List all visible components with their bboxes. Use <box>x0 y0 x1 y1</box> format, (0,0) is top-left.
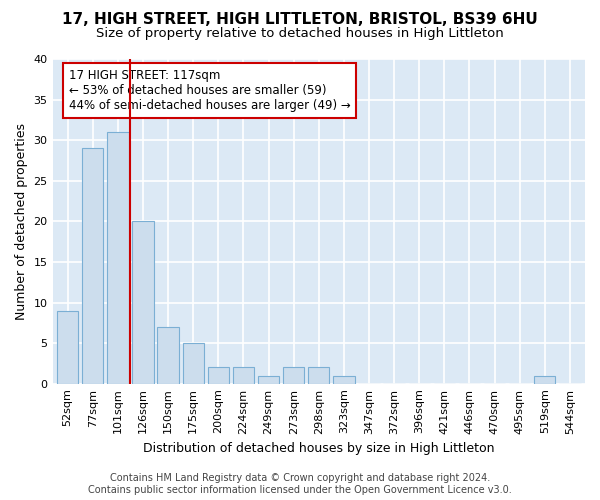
Bar <box>57 310 78 384</box>
Bar <box>333 376 355 384</box>
Bar <box>132 222 154 384</box>
Bar <box>258 376 279 384</box>
Bar <box>182 343 204 384</box>
Y-axis label: Number of detached properties: Number of detached properties <box>15 123 28 320</box>
X-axis label: Distribution of detached houses by size in High Littleton: Distribution of detached houses by size … <box>143 442 494 455</box>
Bar <box>157 327 179 384</box>
Text: Size of property relative to detached houses in High Littleton: Size of property relative to detached ho… <box>96 28 504 40</box>
Bar <box>208 368 229 384</box>
Bar <box>233 368 254 384</box>
Bar <box>534 376 556 384</box>
Bar <box>107 132 128 384</box>
Text: 17, HIGH STREET, HIGH LITTLETON, BRISTOL, BS39 6HU: 17, HIGH STREET, HIGH LITTLETON, BRISTOL… <box>62 12 538 28</box>
Bar <box>308 368 329 384</box>
Bar <box>283 368 304 384</box>
Bar <box>82 148 103 384</box>
Text: Contains HM Land Registry data © Crown copyright and database right 2024.
Contai: Contains HM Land Registry data © Crown c… <box>88 474 512 495</box>
Text: 17 HIGH STREET: 117sqm
← 53% of detached houses are smaller (59)
44% of semi-det: 17 HIGH STREET: 117sqm ← 53% of detached… <box>68 68 350 112</box>
